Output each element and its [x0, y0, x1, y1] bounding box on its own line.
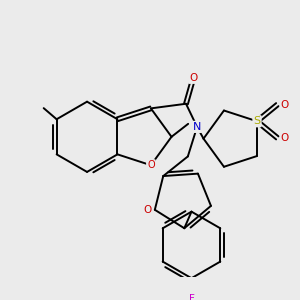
Text: O: O	[189, 73, 197, 83]
Text: N: N	[193, 122, 201, 132]
Text: F: F	[189, 293, 194, 300]
Text: O: O	[147, 160, 155, 170]
Text: S: S	[254, 116, 261, 126]
Text: O: O	[280, 100, 289, 110]
Text: O: O	[143, 205, 152, 215]
Text: O: O	[280, 133, 289, 143]
